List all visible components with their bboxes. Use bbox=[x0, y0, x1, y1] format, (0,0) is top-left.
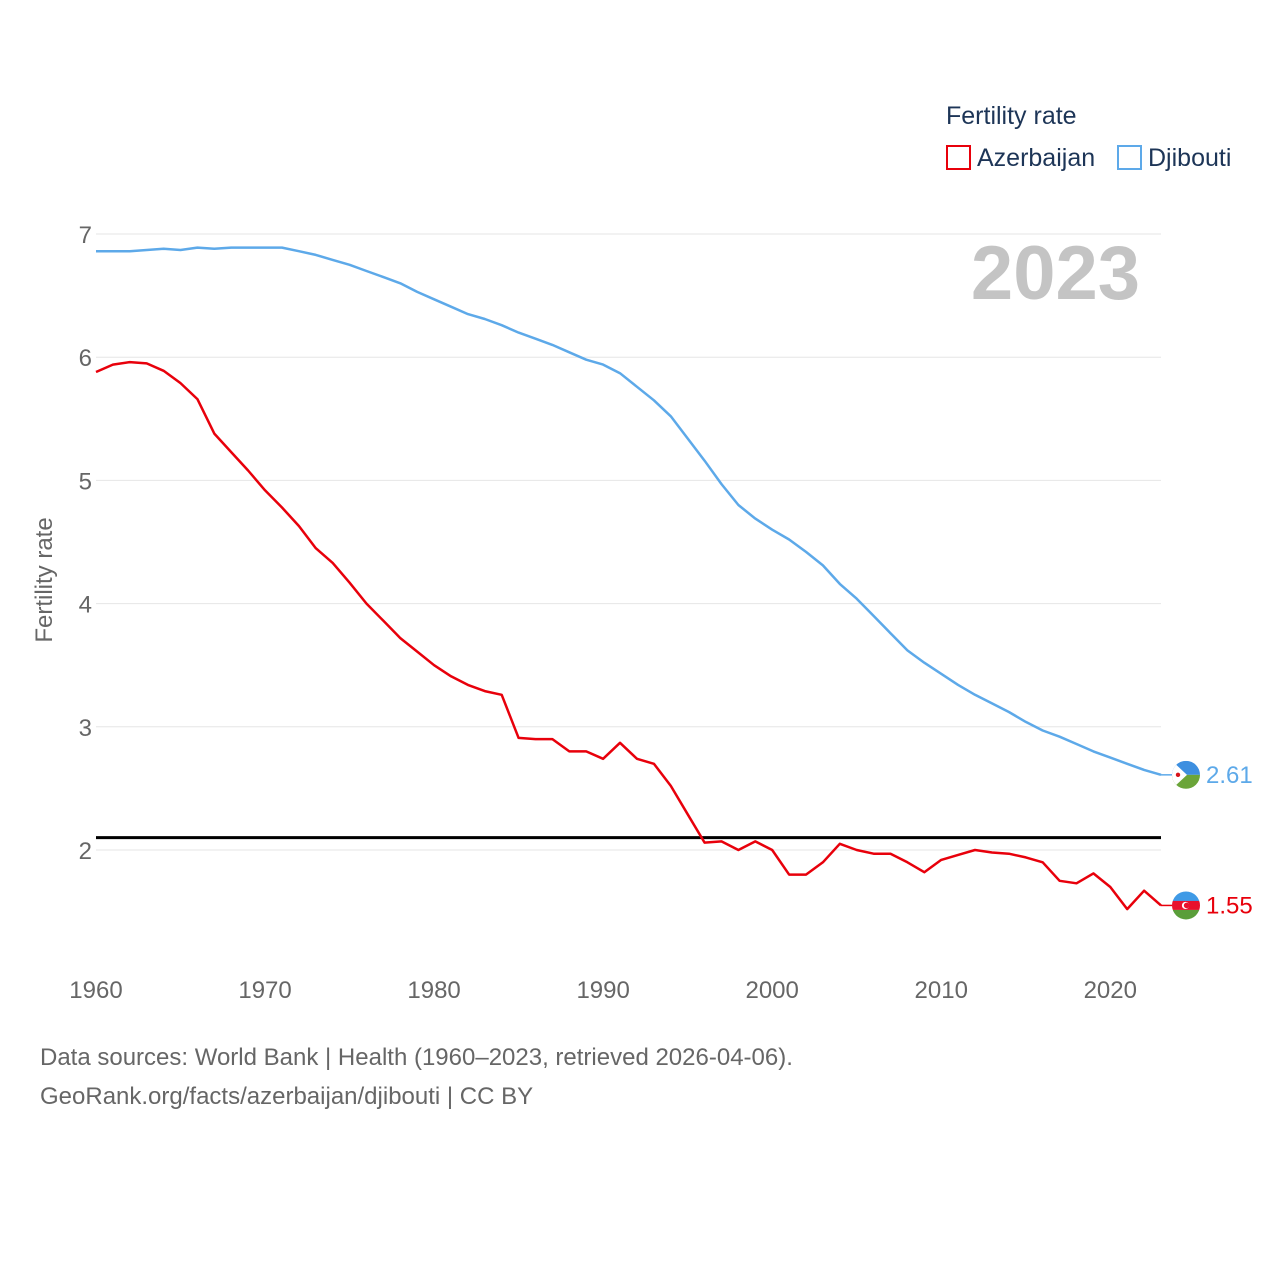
year-watermark: 2023 bbox=[971, 231, 1140, 316]
legend-title: Fertility rate bbox=[946, 102, 1077, 130]
end-markers: 1.55 2.61 bbox=[1161, 760, 1253, 920]
y-tick-label: 2 bbox=[79, 838, 92, 865]
x-tick-label: 2020 bbox=[1084, 977, 1137, 1004]
legend-item-djibouti[interactable]: Djibouti bbox=[1117, 144, 1231, 172]
x-tick-label: 1990 bbox=[576, 977, 629, 1004]
y-tick-label: 6 bbox=[79, 345, 92, 372]
footer-source: Data sources: World Bank | Health (1960–… bbox=[40, 1044, 793, 1071]
legend-swatch-djibouti bbox=[1117, 145, 1142, 170]
x-tick-label: 2010 bbox=[915, 977, 968, 1004]
footer-link[interactable]: GeoRank.org/facts/azerbaijan/djibouti | … bbox=[40, 1083, 534, 1110]
end-value-label-azerbaijan: 1.55 bbox=[1206, 892, 1253, 919]
legend-swatch-azerbaijan bbox=[946, 145, 971, 170]
legend: Fertility rate Azerbaijan Djibouti bbox=[946, 102, 1231, 172]
series-line-azerbaijan bbox=[95, 360, 1162, 911]
y-tick-label: 4 bbox=[79, 592, 92, 619]
grid-lines bbox=[96, 233, 1161, 851]
series-line-djibouti bbox=[96, 246, 1162, 777]
series-lines bbox=[95, 246, 1162, 911]
legend-label-azerbaijan: Azerbaijan bbox=[977, 144, 1095, 172]
y-tick-label: 7 bbox=[79, 222, 92, 249]
x-tick-label: 1960 bbox=[69, 977, 122, 1004]
x-tick-label: 1980 bbox=[407, 977, 460, 1004]
y-tick-label: 3 bbox=[79, 715, 92, 742]
x-axis-ticks: 1960 1970 1980 1990 2000 2010 2020 bbox=[69, 977, 1137, 1004]
legend-item-azerbaijan[interactable]: Azerbaijan bbox=[946, 144, 1095, 172]
legend-label-djibouti: Djibouti bbox=[1148, 144, 1231, 172]
djibouti-flag-icon bbox=[1172, 760, 1200, 789]
y-axis-title: Fertility rate bbox=[31, 517, 58, 642]
y-axis-ticks: 2 3 4 5 6 7 bbox=[79, 222, 92, 865]
y-tick-label: 5 bbox=[79, 468, 92, 495]
end-value-label-djibouti: 2.61 bbox=[1206, 762, 1253, 789]
x-tick-label: 2000 bbox=[745, 977, 798, 1004]
x-tick-label: 1970 bbox=[238, 977, 291, 1004]
azerbaijan-flag-icon bbox=[1172, 891, 1200, 920]
